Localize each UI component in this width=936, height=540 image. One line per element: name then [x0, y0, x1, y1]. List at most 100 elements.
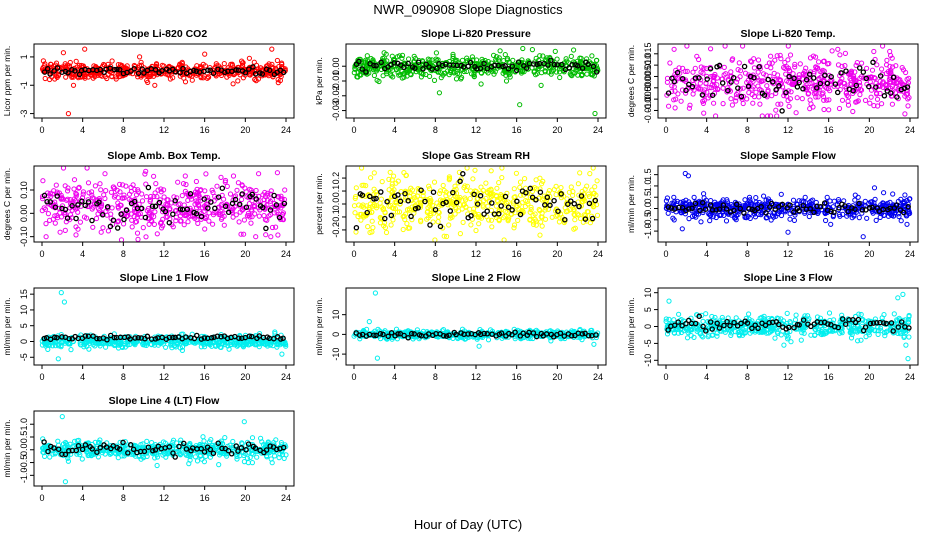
data-point — [224, 74, 230, 80]
data-point — [180, 181, 187, 187]
y-tick-label: -0.1 — [331, 209, 341, 225]
data-point — [568, 53, 574, 60]
mean-point — [551, 197, 557, 204]
data-point — [533, 177, 539, 183]
mean-point — [430, 189, 437, 195]
mean-point — [756, 64, 762, 70]
data-points — [351, 165, 601, 243]
data-point — [62, 227, 68, 233]
data-points — [351, 290, 601, 361]
mean-point — [893, 202, 900, 208]
data-point — [103, 188, 109, 194]
mean-point — [233, 67, 239, 73]
data-point — [253, 78, 259, 84]
data-point — [52, 220, 58, 226]
mean-point — [533, 197, 539, 203]
data-point — [67, 212, 74, 218]
data-point — [696, 86, 702, 92]
x-tick-label: 0 — [39, 249, 44, 259]
data-point — [787, 52, 794, 58]
x-tick-label: 4 — [704, 125, 709, 135]
data-point — [751, 65, 758, 71]
data-point — [753, 195, 759, 201]
data-point — [496, 55, 502, 61]
data-point — [592, 184, 598, 190]
panel-4: Slope Amb. Box Temp.degrees C per min.0 4… — [2, 150, 295, 259]
mean-point — [585, 61, 591, 68]
outlier-point — [374, 355, 380, 361]
data-point — [227, 191, 234, 197]
data-point — [705, 95, 711, 101]
data-point — [258, 65, 264, 71]
mean-point — [465, 63, 471, 70]
mean-point — [423, 61, 429, 67]
mean-point — [447, 208, 454, 214]
data-point — [868, 94, 874, 100]
panel-title: Slope Line 2 Flow — [432, 272, 522, 284]
data-point — [792, 61, 798, 68]
mean-point — [514, 198, 520, 205]
y-tick-label: 1 — [19, 54, 29, 59]
data-point — [446, 65, 453, 71]
data-point — [368, 175, 374, 181]
data-point — [499, 175, 505, 181]
data-point — [60, 165, 67, 171]
data-point — [264, 63, 270, 69]
mean-point — [559, 61, 565, 68]
data-point — [711, 74, 717, 80]
data-point — [77, 219, 84, 225]
outlier-point — [671, 46, 677, 52]
mean-point — [545, 62, 551, 68]
data-point — [468, 71, 475, 77]
mean-point — [491, 211, 498, 217]
mean-point — [530, 61, 537, 67]
data-point — [85, 180, 92, 186]
mean-point — [741, 210, 747, 216]
mean-point — [65, 70, 71, 76]
y-tick-label: -0.02 — [331, 86, 341, 107]
data-point — [874, 91, 880, 97]
data-point — [690, 69, 696, 75]
outlier-point — [881, 190, 887, 196]
data-point — [594, 178, 600, 184]
y-tick-label: -1 — [19, 81, 29, 89]
data-point — [134, 230, 141, 236]
data-point — [76, 185, 82, 191]
x-tick-label: 16 — [512, 372, 522, 382]
data-point — [698, 69, 704, 75]
mean-point — [696, 75, 702, 81]
data-point — [722, 43, 728, 49]
data-point — [861, 75, 867, 81]
data-point — [40, 58, 47, 64]
data-point — [413, 197, 419, 203]
mean-point — [117, 67, 123, 73]
y-axis-label: ml/min per min. — [314, 297, 324, 355]
mean-point — [180, 65, 186, 72]
data-point — [100, 225, 106, 231]
y-tick-label: -0.10 — [19, 226, 29, 247]
data-point — [727, 88, 734, 94]
data-point — [871, 48, 877, 55]
data-point — [784, 78, 790, 84]
data-point — [879, 101, 885, 107]
outlier-point — [577, 170, 583, 176]
data-point — [353, 185, 359, 191]
data-point — [754, 75, 760, 81]
x-tick-label: 16 — [824, 125, 834, 135]
data-point — [807, 69, 814, 75]
data-point — [888, 79, 894, 85]
mean-point — [505, 66, 512, 72]
x-tick-label: 20 — [240, 249, 250, 259]
data-point — [446, 222, 452, 228]
mean-point — [502, 63, 508, 69]
data-point — [64, 62, 71, 68]
plot-frame — [345, 287, 607, 366]
mean-point — [429, 66, 435, 72]
data-point — [683, 79, 689, 85]
data-point — [859, 60, 865, 66]
data-point — [230, 197, 236, 203]
data-point — [221, 61, 227, 67]
mean-point — [796, 79, 802, 86]
mean-point — [770, 79, 776, 85]
y-tick-label: -10 — [331, 348, 341, 361]
